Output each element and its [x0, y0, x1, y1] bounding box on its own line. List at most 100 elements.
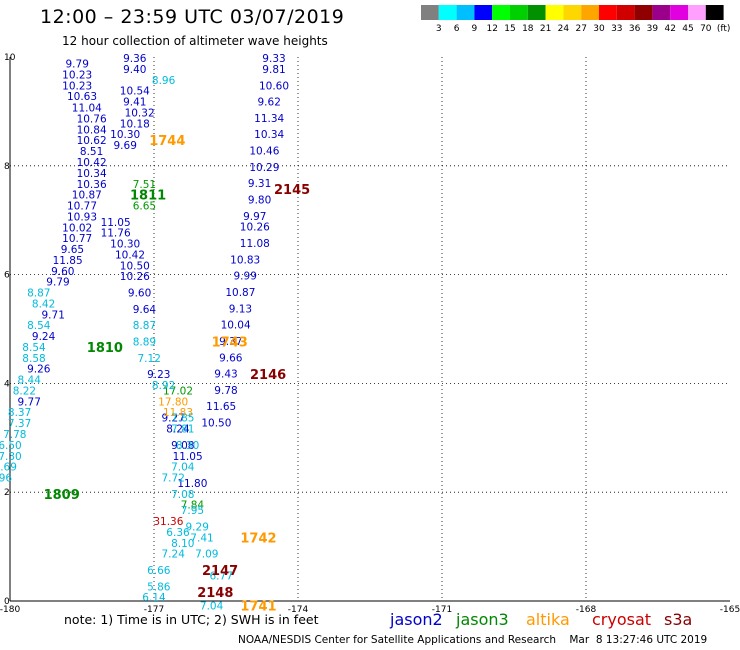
- wave-height-value: 7.04: [200, 600, 224, 612]
- legend-s3a: s3a: [664, 610, 693, 629]
- wave-height-value: 9.40: [123, 64, 146, 76]
- color-scale-label: 27: [575, 24, 586, 34]
- wave-height-value: 8.96: [152, 75, 176, 87]
- wave-height-value: 7.72: [162, 473, 185, 485]
- wave-height-value: 5.96: [0, 473, 12, 485]
- wave-height-value: 9.71: [42, 309, 65, 321]
- pass-label: 1744: [149, 134, 185, 149]
- color-swatch: [474, 5, 493, 20]
- y-tick-label: 2: [4, 488, 10, 498]
- wave-height-value: 10.87: [72, 190, 102, 202]
- wave-height-value: 10.02: [62, 222, 92, 234]
- wave-height-value: 9.08: [171, 440, 194, 452]
- wave-height-value: 8.10: [171, 538, 194, 550]
- wave-height-value: 9.23: [147, 369, 170, 381]
- wave-height-value: 10.32: [125, 107, 155, 119]
- legend-jason3: jason3: [456, 610, 509, 629]
- color-scale-label: 45: [682, 24, 693, 34]
- wave-height-value: 10.26: [120, 271, 150, 283]
- wave-height-value: 11.04: [72, 103, 102, 115]
- page-title: 12:00 – 23:59 UTC 03/07/2019: [40, 6, 345, 28]
- wave-height-value: 11.80: [177, 478, 207, 490]
- color-swatch: [527, 5, 546, 20]
- footer-credit: NOAA/NESDIS Center for Satellite Applica…: [238, 634, 708, 646]
- wave-height-value: 8.44: [18, 375, 42, 387]
- wave-height-value: 7.51: [133, 179, 156, 191]
- wave-height-value: 6.36: [166, 527, 190, 539]
- wave-height-value: 11.34: [254, 113, 284, 125]
- wave-height-value: 9.66: [219, 352, 243, 364]
- wave-height-value: 10.26: [240, 222, 270, 234]
- wave-height-value: 7.78: [3, 429, 26, 441]
- color-swatch: [456, 5, 475, 20]
- wave-height-value: 6.14: [142, 592, 166, 604]
- wave-height-value: 17.80: [158, 396, 188, 408]
- chart-axes: -180 -177 -174 -171 -168 -165 0 2 4 6 8 10: [0, 53, 740, 615]
- wave-height-value: 6.66: [147, 565, 171, 577]
- wave-height-value: 7.08: [171, 489, 194, 501]
- x-tick-label: -165: [720, 605, 740, 615]
- wave-height-value: 9.69: [114, 140, 137, 152]
- wave-height-value: 8.37: [8, 407, 31, 419]
- color-scale-label: 21: [540, 24, 551, 34]
- legend-cryosat: cryosat: [592, 610, 652, 629]
- y-tick-label: 8: [4, 162, 10, 172]
- wave-height-value: 7.95: [181, 505, 204, 517]
- wave-height-value: 11.85: [53, 255, 83, 267]
- wave-height-value: 9.97: [243, 211, 266, 223]
- wave-height-value: 9.37: [219, 336, 242, 348]
- wave-height-value: 8.92: [152, 380, 175, 392]
- wave-height-value: 7.85: [171, 413, 194, 425]
- color-swatch: [510, 5, 528, 20]
- color-swatch: [670, 5, 688, 20]
- color-scale-label: (ft): [717, 24, 731, 34]
- wave-height-value: 10.04: [221, 320, 251, 332]
- wave-height-value: 9.79: [66, 59, 89, 71]
- legend-jason2: jason2: [390, 610, 443, 629]
- color-swatch: [492, 5, 510, 20]
- wave-height-value: 11.76: [101, 228, 131, 240]
- wave-height-value: 7.37: [8, 418, 31, 430]
- wave-height-value: 9.36: [123, 53, 147, 65]
- color-scale-label: 39: [647, 24, 659, 34]
- wave-height-value: 9.60: [128, 288, 151, 300]
- color-scale-label: 18: [522, 24, 534, 34]
- color-swatch: [599, 5, 617, 20]
- wave-height-value: 17.02: [163, 385, 193, 397]
- wave-height-value: 9.31: [248, 178, 271, 190]
- wave-height-value: 31.36: [153, 516, 183, 528]
- wave-height-value: 9.81: [262, 64, 285, 76]
- pass-label: 2147: [202, 564, 238, 579]
- color-scale-label: 70: [700, 24, 712, 34]
- wave-height-value: 9.60: [51, 266, 74, 278]
- wave-height-value: 10.23: [62, 80, 92, 92]
- wave-height-value: 10.23: [62, 69, 92, 81]
- wave-height-value: 9.41: [123, 97, 146, 109]
- wave-height-value: 9.13: [229, 303, 252, 315]
- wave-height-value: 10.30: [110, 129, 140, 141]
- color-scale-label: 33: [611, 24, 622, 34]
- x-tick-label: -174: [288, 605, 309, 615]
- wave-height-value: 7.24: [162, 549, 186, 561]
- color-swatch: [438, 5, 457, 20]
- wave-height-value: 10.54: [120, 86, 150, 98]
- wave-height-value: 8.42: [32, 298, 55, 310]
- wave-height-value: 10.34: [254, 129, 284, 141]
- pass-label: 2146: [250, 368, 286, 383]
- wave-height-value: 7.30: [0, 451, 22, 463]
- wave-height-value: 10.76: [77, 113, 107, 125]
- chart-grid: [10, 57, 730, 601]
- wave-height-value: 10.34: [77, 168, 107, 180]
- pass-label: 1743: [212, 336, 248, 351]
- wave-height-value: 7.12: [138, 353, 161, 365]
- wave-height-value: 10.60: [259, 80, 289, 92]
- wave-height-value: 7.81: [171, 424, 194, 436]
- x-tick-label: -177: [144, 605, 164, 615]
- color-scale-label: 6: [454, 24, 460, 34]
- wave-height-value: 10.18: [120, 118, 150, 130]
- wave-height-value: 7.09: [195, 549, 218, 561]
- wave-height-value: 11.05: [173, 451, 203, 463]
- color-swatch: [545, 5, 564, 20]
- color-scale-label: 15: [504, 24, 515, 34]
